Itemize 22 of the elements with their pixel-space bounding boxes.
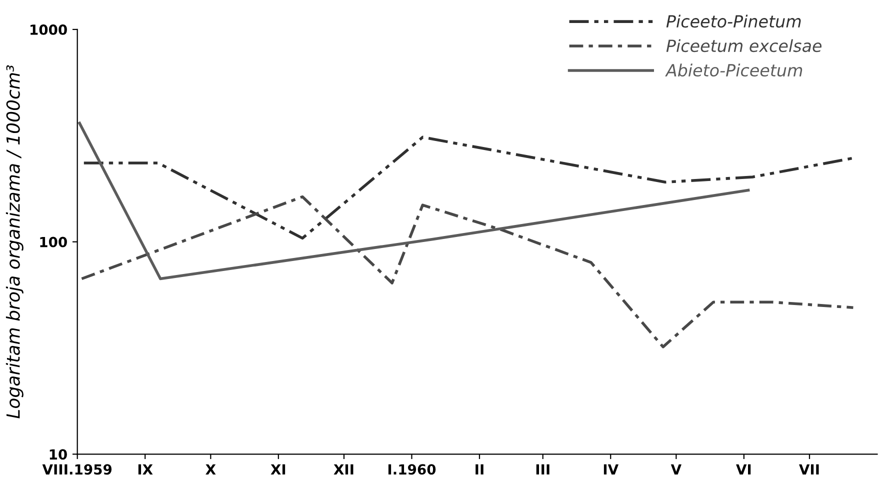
x-tick-label: III	[536, 464, 550, 474]
x-tick-label: X	[206, 464, 216, 474]
text: Piceeto-Pinetum	[666, 14, 801, 28]
y-tick-label: 1000	[30, 24, 67, 35]
x-tick-label: II	[476, 464, 484, 474]
x-tick-label: VII	[799, 464, 819, 474]
text: Abieto-Piceetum	[665, 64, 802, 77]
y-tick-label: 100	[40, 236, 67, 248]
x-tick-label: IX	[138, 464, 153, 474]
x-tick-label: XI	[270, 464, 286, 474]
y-tick-label: 10	[50, 449, 67, 460]
text: Piceetum excelsae	[666, 39, 822, 52]
line-series	[82, 136, 855, 240]
x-tick-label: XII	[334, 464, 354, 474]
x-tick-label: VI	[736, 464, 751, 474]
x-tick-label: VIII.1959	[42, 464, 112, 475]
x-tick-label: V	[670, 464, 682, 474]
line-series	[80, 195, 855, 348]
x-tick-label: IV	[604, 464, 619, 474]
y-axis-title: Logaritam broja organizama / 1000cm³	[6, 65, 24, 418]
x-tick-label: I.1960	[388, 464, 436, 475]
line-series	[78, 122, 750, 280]
